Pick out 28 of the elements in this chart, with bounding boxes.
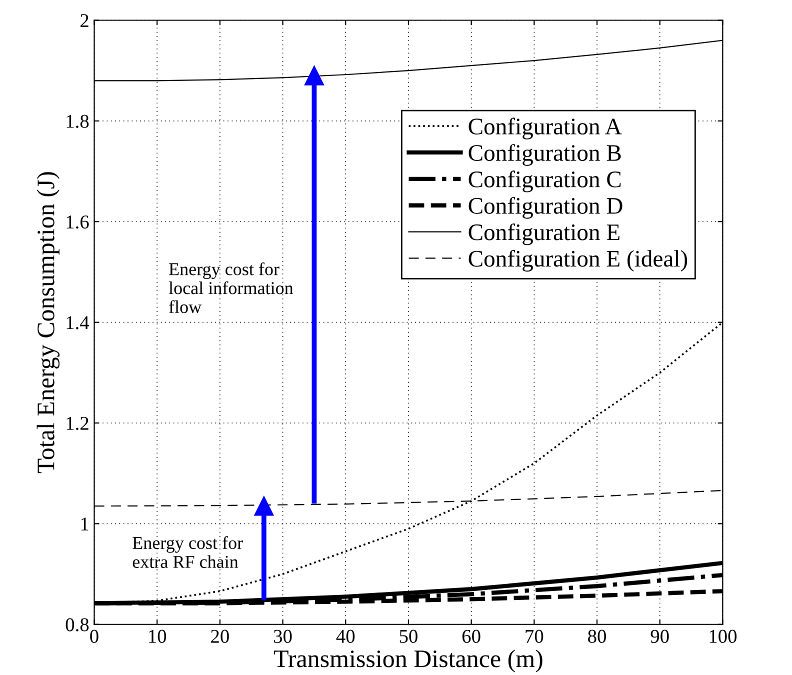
y-tick-label: 2 [80, 14, 88, 27]
x-tick-label: 50 [400, 630, 418, 643]
y-tick-label: 1 [81, 518, 88, 530]
y-tick-label: 1.4 [66, 316, 90, 330]
annotation: Energy cost for extra RF chain [132, 536, 243, 568]
y-tick-label: 1.8 [66, 114, 89, 128]
legend-label: Configuration A [468, 118, 622, 140]
x-tick-label: 20 [211, 630, 229, 643]
legend-label: Configuration E (ideal) [468, 250, 688, 272]
x-tick-label: 0 [90, 630, 98, 643]
legend-label: Configuration C [468, 170, 621, 192]
y-tick-label: 0.8 [66, 618, 89, 632]
annotation: Energy cost for local information flow [168, 262, 294, 314]
x-axis-title: Transmission Distance (m) [274, 650, 542, 672]
legend-label: Configuration D [468, 196, 622, 219]
x-tick-label: 40 [336, 630, 355, 643]
y-tick-label: 1.2 [66, 416, 88, 430]
x-tick-label: 30 [274, 630, 292, 643]
legend-label: Configuration B [468, 144, 621, 166]
x-tick-label: 90 [650, 630, 669, 643]
y-axis-title: Total Energy Consumption (J) [36, 172, 60, 474]
x-tick-label: 80 [588, 630, 606, 643]
legend-label: Configuration E [468, 223, 620, 246]
y-tick-label: 1.6 [66, 215, 89, 229]
x-tick-label: 60 [462, 630, 480, 643]
x-tick-label: 100 [710, 630, 737, 643]
x-tick-label: 70 [526, 630, 544, 643]
x-tick-label: 10 [149, 630, 166, 643]
